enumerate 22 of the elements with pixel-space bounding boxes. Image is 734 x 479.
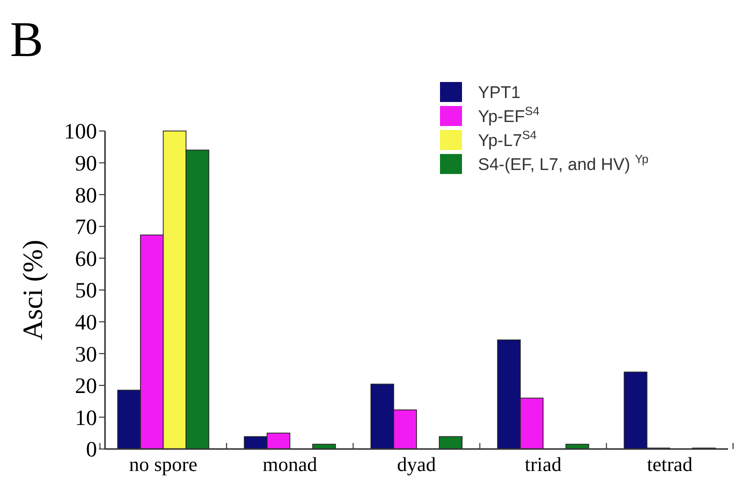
chart-title: B	[10, 11, 44, 67]
y-tick-label: 60	[75, 246, 97, 271]
x-tick-label: no spore	[129, 454, 198, 476]
y-tick-label: 40	[75, 310, 97, 334]
y-tick-label: 0	[86, 436, 97, 462]
x-tick-label: monad	[262, 454, 318, 476]
x-tick-label: dyad	[397, 454, 436, 476]
y-tick-label: 30	[75, 341, 97, 366]
y-tick-label: 100	[64, 118, 97, 144]
y-axis-title: Asci (%)	[18, 240, 49, 340]
y-tick-label: 50	[75, 278, 97, 303]
legend-label: Yp-L7$^{S4}$	[478, 128, 538, 150]
y-tick-label: 90	[75, 150, 97, 176]
legend-label: Yp-EF$^{S4}$	[478, 104, 540, 126]
legend-label: S4-(EF, L7, and HV) $^{Yp}$	[478, 152, 649, 174]
x-tick-label: tetrad	[646, 454, 693, 476]
legend-label: YPT1	[478, 82, 521, 102]
y-tick-label: 20	[75, 373, 97, 398]
x-tick-label: triad	[524, 454, 562, 476]
y-tick-label: 70	[75, 214, 97, 240]
y-tick-label: 10	[75, 404, 97, 430]
y-tick-label: 80	[75, 182, 97, 208]
